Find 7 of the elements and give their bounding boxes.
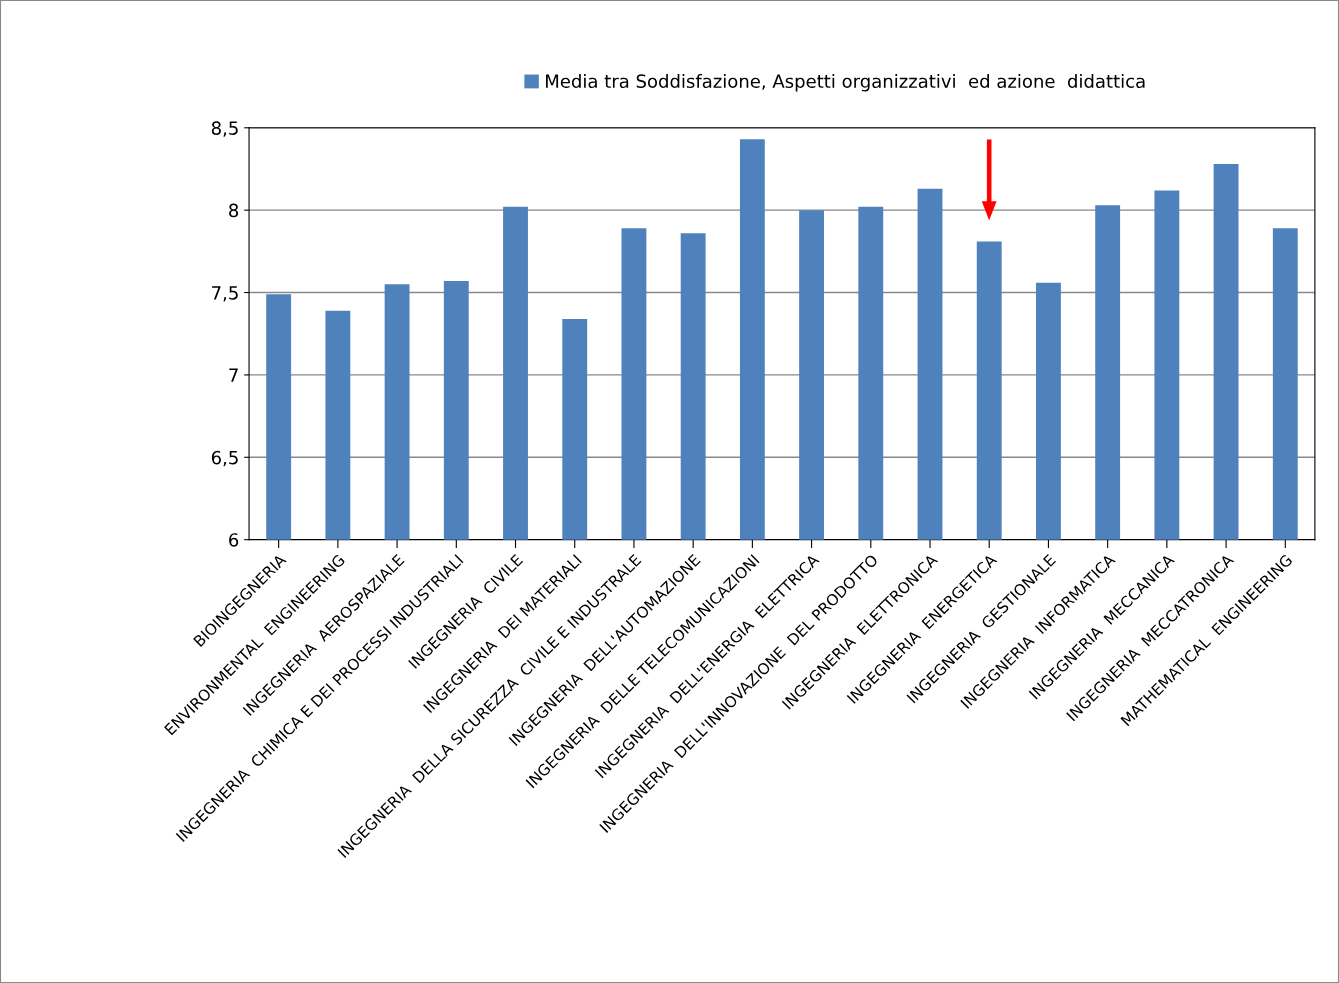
y-tick-label: 7	[229, 368, 238, 382]
y-tick-label: 7,5	[212, 286, 238, 302]
y-tick-label: 6,5	[211, 450, 238, 467]
legend-label: Media tra Soddisfazione, Aspetti organizzativi ed azione didattica	[546, 74, 1145, 92]
y-tick-label: 6	[229, 533, 239, 547]
y-tick-label: 8	[229, 203, 239, 218]
y-tick-label: 8,5	[211, 121, 238, 137]
